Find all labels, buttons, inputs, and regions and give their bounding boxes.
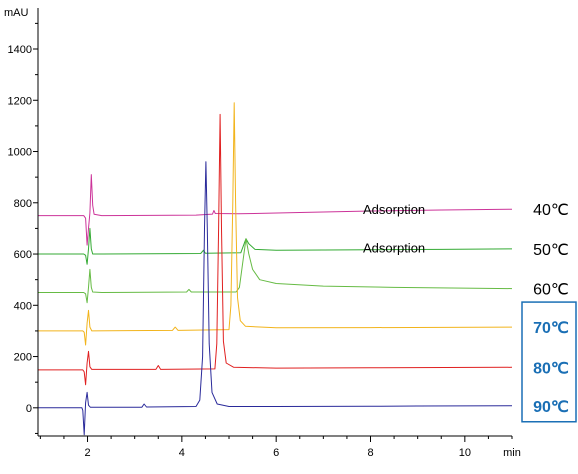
y-tick-label: 1000 (8, 147, 32, 159)
legend-label-2: 60℃ (533, 282, 569, 299)
series-line-2 (38, 238, 513, 304)
y-tick-label: 0 (26, 403, 32, 415)
x-tick-label: 4 (179, 447, 185, 459)
plot-series-group (38, 102, 513, 436)
series-line-4 (38, 113, 513, 386)
temperature-labels-group: 40℃ 50℃ 60℃ 70℃ 80℃ 90℃ (521, 202, 577, 423)
y-tick-label: 200 (14, 352, 32, 364)
series-line-0 (38, 174, 513, 246)
annotation-label-1: Adsorption (363, 241, 425, 256)
legend-label-0: 40℃ (533, 202, 569, 219)
x-tick-label: 2 (84, 447, 90, 459)
legend-label-4: 80℃ (533, 360, 569, 377)
x-tick-label: 10 (459, 447, 471, 459)
highlight-box (521, 301, 577, 423)
y-unit-label: mAU (4, 7, 29, 19)
series-line-5 (38, 161, 513, 436)
y-tick-label: 800 (14, 198, 32, 210)
y-tick-label: 1400 (8, 44, 32, 56)
series-line-3 (38, 102, 513, 346)
x-unit-label: min (503, 447, 521, 459)
y-tick-label: 600 (14, 249, 32, 261)
legend-label-3: 70℃ (533, 320, 569, 337)
axes-group: 0 200 400 600 800 1000 1200 1400 mAU 2 4 6 8 10 min (4, 7, 521, 459)
y-tick-label: 1200 (8, 95, 32, 107)
x-tick-label: 6 (273, 447, 279, 459)
annotation-label-0: Adsorption (363, 202, 425, 217)
x-tick-label: 8 (367, 447, 373, 459)
series-line-1 (38, 227, 513, 265)
annotations-group: Adsorption Adsorption (363, 202, 425, 255)
legend-label-1: 50℃ (533, 242, 569, 259)
legend-label-5: 90℃ (533, 399, 569, 416)
y-tick-label: 400 (14, 300, 32, 312)
